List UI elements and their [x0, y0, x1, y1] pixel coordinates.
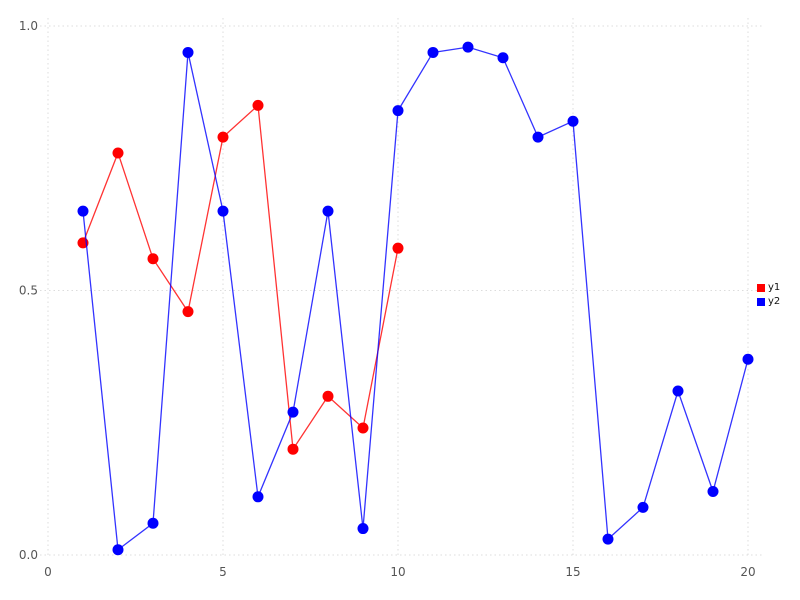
series-y2-point — [672, 385, 684, 397]
legend-label-y1: y1 — [768, 282, 781, 293]
series-y1-point — [217, 131, 229, 143]
series-y2-point — [252, 491, 264, 503]
series-y1-point — [287, 443, 299, 455]
series-y2-point — [322, 205, 334, 217]
series-y2-point — [392, 105, 404, 117]
series-y1-point — [182, 306, 194, 318]
series-y1-point — [322, 390, 334, 402]
y-tick-label: 0.5 — [19, 284, 38, 298]
series-y2-point — [637, 501, 649, 513]
x-tick-label: 20 — [740, 565, 755, 579]
legend: y1 y2 — [757, 281, 780, 309]
series-y2-point — [217, 205, 229, 217]
x-tick-label: 0 — [44, 565, 52, 579]
series-y2-point — [147, 517, 159, 529]
y-tick-label: 1.0 — [19, 19, 38, 33]
x-tick-label: 15 — [565, 565, 580, 579]
series-y2-point — [602, 533, 614, 545]
series-y2-point — [287, 406, 299, 418]
legend-swatch-y1-icon — [757, 284, 765, 292]
legend-label-y2: y2 — [768, 296, 781, 307]
x-tick-label: 5 — [219, 565, 227, 579]
series-y2-point — [707, 486, 719, 498]
series-y2-point — [567, 115, 579, 127]
series-y1-point — [112, 147, 124, 159]
series-y2-point — [497, 52, 509, 64]
series-y2-point — [182, 46, 194, 58]
series-y2-point — [112, 544, 124, 556]
series-y2-line — [82, 46, 749, 551]
series-y2-point — [462, 41, 474, 53]
series-y2-point — [532, 131, 544, 143]
legend-swatch-y2-icon — [757, 298, 765, 306]
y-tick-label: 0.0 — [19, 548, 38, 562]
x-tick-label: 10 — [390, 565, 405, 579]
series-y1-line — [82, 104, 399, 452]
series-y1-point — [392, 242, 404, 254]
series-y1-point — [252, 99, 264, 111]
series-y2-point — [742, 353, 754, 365]
series-y1-point — [147, 253, 159, 265]
legend-item-y2: y2 — [757, 295, 780, 309]
series-y2-point — [77, 205, 89, 217]
series-y2-point — [427, 46, 439, 58]
series-y1-point — [357, 422, 369, 434]
series-y2-point — [357, 523, 369, 535]
legend-item-y1: y1 — [757, 281, 780, 295]
